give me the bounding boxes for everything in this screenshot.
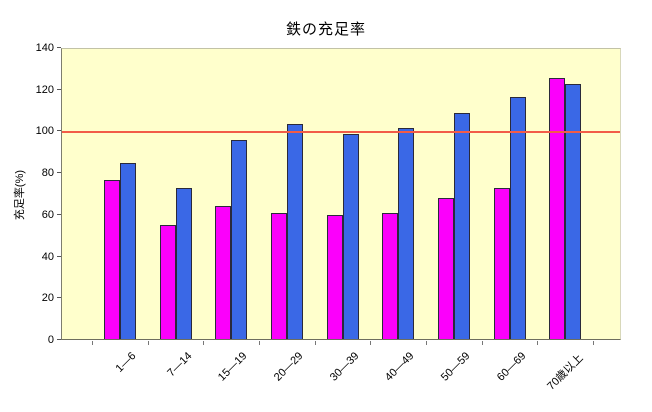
bar-group xyxy=(92,49,148,339)
x-tick xyxy=(593,341,594,345)
x-tick xyxy=(370,341,372,345)
y-tick-label: 120 xyxy=(35,83,54,96)
y-tick-label: 100 xyxy=(35,125,54,138)
magenta-series-bar xyxy=(549,78,566,339)
x-tick xyxy=(203,341,205,345)
x-axis-label: 40—49 xyxy=(383,350,417,384)
y-tick-label: 20 xyxy=(41,292,54,305)
blue-series-bar xyxy=(509,96,526,339)
x-tick xyxy=(537,341,539,345)
magenta-series-bar xyxy=(382,212,399,339)
y-tick-label: 80 xyxy=(41,167,54,180)
x-axis-label: 60—69 xyxy=(494,350,528,384)
blue-series-bar xyxy=(398,127,415,339)
reference-line-100 xyxy=(62,130,620,133)
blue-series-bar xyxy=(286,123,303,339)
chart-title: 鉄の充足率 xyxy=(285,21,366,38)
bar-group xyxy=(148,49,204,339)
x-tick xyxy=(147,341,149,345)
x-axis-label: 20—29 xyxy=(271,350,306,384)
x-axis-label: 15—19 xyxy=(216,350,250,384)
y-tick xyxy=(57,88,61,90)
y-tick-label: 40 xyxy=(41,250,54,263)
bar-group xyxy=(370,49,426,339)
y-tick xyxy=(57,255,61,257)
blue-series-bar xyxy=(119,162,136,339)
bar-group xyxy=(537,49,593,339)
blue-series-bar xyxy=(453,113,470,339)
x-tick xyxy=(259,341,260,345)
blue-series-bar xyxy=(565,84,582,339)
blue-series-bar xyxy=(342,133,359,339)
x-tick xyxy=(426,341,427,345)
x-axis-label: 70歳以上 xyxy=(545,352,586,393)
magenta-series-bar xyxy=(215,206,232,339)
x-axis-label: 50—59 xyxy=(438,350,473,384)
magenta-series-bar xyxy=(493,187,510,339)
x-axis-label: 7—14 xyxy=(164,350,194,380)
blue-series-bar xyxy=(231,140,248,339)
y-tick xyxy=(57,213,61,215)
y-tick xyxy=(57,172,61,174)
magenta-series-bar xyxy=(159,225,176,339)
y-tick-label: 0 xyxy=(47,334,54,346)
y-tick xyxy=(57,339,61,340)
bar-group xyxy=(482,49,538,339)
y-tick xyxy=(57,47,61,48)
y-tick-label: 60 xyxy=(41,208,54,221)
y-axis-title: 充足率(%) xyxy=(14,169,26,221)
x-tick xyxy=(481,341,483,345)
bar-group xyxy=(259,49,315,339)
x-axis-label: 30—39 xyxy=(327,350,361,384)
bars-container xyxy=(62,49,620,339)
bar-group xyxy=(203,49,259,339)
y-tick xyxy=(57,297,61,299)
magenta-series-bar xyxy=(103,179,120,339)
x-tick xyxy=(314,341,316,345)
y-tick xyxy=(57,130,61,132)
magenta-series-bar xyxy=(326,214,343,339)
x-axis-label: 1—6 xyxy=(113,350,139,375)
y-tick-label: 140 xyxy=(35,42,54,54)
magenta-series-bar xyxy=(270,212,287,339)
blue-series-bar xyxy=(175,187,192,339)
bar-group xyxy=(315,49,371,339)
plot-area xyxy=(61,48,621,340)
x-tick xyxy=(92,341,93,345)
magenta-series-bar xyxy=(437,198,454,339)
bar-group xyxy=(426,49,482,339)
